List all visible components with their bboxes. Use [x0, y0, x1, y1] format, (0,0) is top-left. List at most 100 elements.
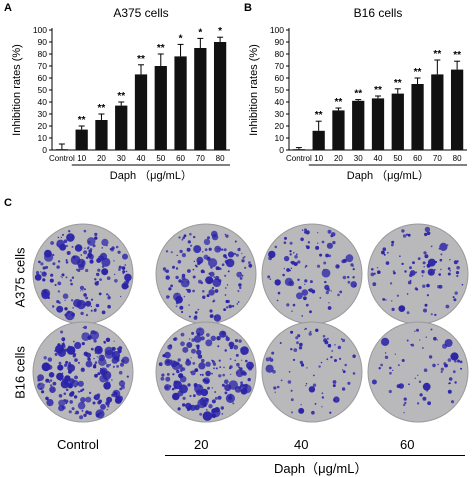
colony-dot — [50, 241, 54, 245]
colony-dot — [403, 412, 405, 414]
colony-xlabel: Daph（μg/mL） — [274, 461, 368, 476]
colony-dot — [352, 372, 356, 375]
x-tick-label: 30 — [354, 154, 363, 163]
colony-dot — [64, 381, 68, 385]
colony-dot — [54, 284, 57, 286]
colony-dot — [65, 310, 75, 321]
colony-dot — [319, 253, 323, 257]
colony-dot — [453, 298, 457, 302]
colony-dot — [332, 240, 336, 245]
colony-dot — [88, 391, 92, 395]
colony-dot — [241, 359, 243, 361]
colony-dot — [199, 412, 203, 416]
colony-dot — [410, 343, 412, 346]
colony-dot — [308, 332, 312, 336]
colony-dot — [229, 393, 232, 396]
colony-dot — [433, 268, 436, 271]
colony-dot — [219, 366, 222, 368]
colony-dot — [106, 276, 111, 280]
colony-dot — [193, 260, 195, 263]
colony-dot — [160, 376, 165, 381]
colony-dot — [199, 385, 202, 388]
colony-dot — [200, 336, 205, 341]
y-tick-label: 70 — [38, 61, 48, 71]
colony-dot — [203, 254, 209, 260]
colony-dot — [215, 266, 220, 271]
colony-dot — [209, 271, 215, 277]
colony-dot — [172, 397, 175, 400]
colony-dot — [272, 369, 276, 374]
colony-dot — [66, 251, 71, 255]
colony-dot — [237, 248, 241, 252]
colony-dot — [323, 261, 327, 265]
colony-dot — [321, 392, 324, 394]
colony-dot — [297, 334, 301, 338]
colony-dot — [44, 249, 52, 258]
colony-dot — [383, 253, 386, 256]
colony-dot — [81, 261, 85, 264]
x-tick-label: 20 — [334, 154, 343, 163]
colony-dose-line — [165, 455, 465, 456]
colony-dot — [182, 346, 189, 353]
colony-dot — [80, 311, 84, 316]
colony-dot — [306, 367, 308, 369]
colony-dot — [450, 352, 459, 361]
colony-formation-grid — [32, 223, 469, 423]
colony-dot — [296, 341, 299, 345]
significance-mark: ** — [374, 85, 382, 96]
colony-dot — [199, 328, 202, 331]
colony-dot — [118, 268, 121, 271]
x-tick-label: 40 — [137, 154, 146, 163]
colony-dot — [211, 286, 215, 290]
colony-dot — [97, 412, 101, 416]
colony-dot — [449, 269, 452, 272]
colony-dot — [40, 271, 42, 273]
colony-dot — [77, 361, 80, 364]
colony-dot — [265, 357, 270, 362]
colony-dot — [94, 373, 98, 378]
colony-dot — [288, 371, 291, 373]
colony-dot — [76, 383, 79, 385]
colony-dot — [81, 332, 90, 341]
colony-dot — [64, 348, 68, 352]
colony-dot — [177, 358, 181, 362]
colony-dot — [80, 367, 86, 373]
bar — [115, 105, 128, 150]
colony-dot — [439, 258, 443, 262]
colony-dot — [276, 385, 280, 389]
colony-dot — [268, 250, 276, 259]
colony-dot — [240, 346, 249, 355]
colony-dot — [326, 358, 329, 361]
colony-dot — [197, 332, 201, 336]
colony-dot — [327, 229, 332, 234]
colony-dot — [48, 372, 55, 378]
colony-dot — [292, 358, 296, 362]
colony-dot — [193, 245, 202, 254]
colony-dot — [206, 333, 210, 337]
colony-dot — [90, 309, 93, 312]
colony-dot — [67, 383, 74, 389]
colony-dot — [439, 242, 448, 251]
colony-dot — [380, 363, 383, 367]
colony-dot — [177, 260, 182, 264]
colony-dot — [246, 361, 254, 370]
colony-dot — [191, 348, 196, 354]
colony-dot — [304, 279, 308, 283]
y-axis-label: Inhibition rates (%) — [248, 44, 260, 136]
colony-dot — [319, 297, 322, 299]
colony-dot — [103, 340, 106, 343]
colony-dot — [227, 270, 230, 273]
colony-dot — [162, 267, 167, 271]
colony-dot — [221, 383, 225, 387]
colony-dot — [214, 396, 218, 400]
y-tick-label: 10 — [38, 133, 48, 143]
colony-dot — [249, 264, 251, 266]
colony-dot — [47, 364, 53, 370]
colony-dot — [94, 278, 97, 281]
colony-dot — [43, 365, 47, 370]
colony-dot — [378, 367, 381, 370]
colony-dot — [229, 365, 233, 369]
colony-dot — [122, 253, 128, 260]
colony-dot — [449, 259, 451, 261]
colony-dot — [224, 294, 227, 296]
